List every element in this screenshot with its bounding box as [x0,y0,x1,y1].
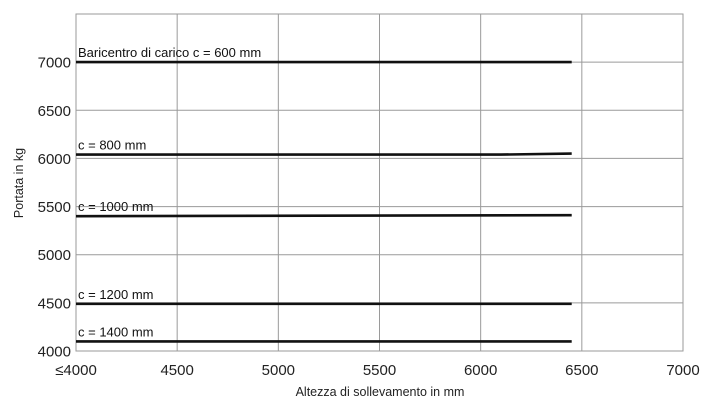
y-tick-label: 7000 [38,55,71,72]
y-tick-labels: 4000 4500 5000 5500 6000 6500 7000 [38,55,71,361]
series-label: c = 1400 mm [78,324,154,339]
y-axis-label: Portata in kg [12,148,26,218]
x-tick-label: 6500 [565,362,598,379]
y-tick-label: 6500 [38,103,71,120]
x-tick-label: 4500 [160,362,193,379]
series-label: c = 1200 mm [78,287,154,302]
series-label: c = 1000 mm [78,199,154,214]
x-axis-label: Altezza di sollevamento in mm [296,385,465,399]
x-tick-labels: ≤4000 4500 5000 5500 6000 6500 7000 [55,362,699,379]
y-tick-label: 6000 [38,151,71,168]
x-tick-label: ≤4000 [55,362,97,379]
x-tick-label: 7000 [666,362,699,379]
y-tick-label: 5500 [38,199,71,216]
series-line [75,213,572,218]
series-labels: Baricentro di carico c = 600 mm c = 800 m… [78,45,261,339]
y-tick-label: 4500 [38,295,71,312]
series-label: c = 800 mm [78,138,146,153]
x-tick-label: 5500 [363,362,396,379]
x-tick-label: 5000 [262,362,295,379]
grid-lines [75,13,684,352]
series-line [76,152,572,156]
series-lines [75,60,572,343]
x-tick-label: 6000 [464,362,497,379]
y-tick-label: 4000 [38,344,71,361]
y-tick-label: 5000 [38,247,71,264]
series-label: Baricentro di carico c = 600 mm [78,45,261,60]
